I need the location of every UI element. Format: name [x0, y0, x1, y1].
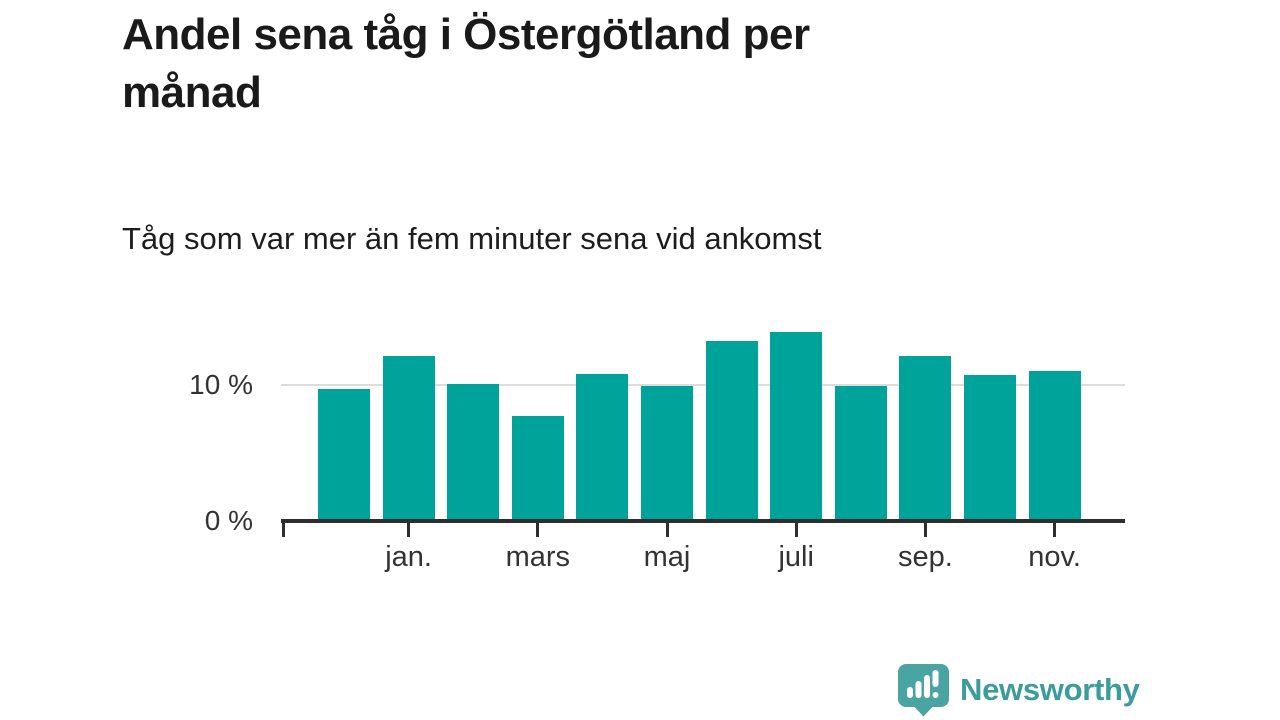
x-axis-line	[281, 519, 1125, 523]
bar-apr	[576, 374, 629, 521]
x-axis-label-nov: nov.	[1028, 541, 1081, 573]
chart-subtitle: Tåg som var mer än fem minuter sena vid …	[122, 221, 822, 256]
bar-juli	[770, 331, 823, 521]
y-axis-label-10: 10 %	[189, 369, 253, 400]
newsworthy-logo: Newsworthy	[897, 663, 1140, 717]
newsworthy-wordmark: Newsworthy	[960, 672, 1140, 707]
x-axis-tick-maj	[665, 523, 669, 537]
bar-okt	[964, 375, 1016, 521]
bar-feb	[447, 383, 500, 521]
x-axis-start-tick	[281, 523, 285, 537]
bar-sep	[899, 356, 952, 521]
x-axis-label-jan: jan.	[385, 541, 432, 573]
x-axis-label-maj: maj	[643, 541, 691, 573]
x-axis-label-mars: mars	[505, 541, 571, 573]
bar-jun	[705, 341, 758, 521]
x-axis-tick-mars	[536, 523, 540, 537]
bar-nov	[1028, 371, 1081, 521]
x-axis-label-juli: juli	[778, 541, 814, 573]
x-axis-tick-jan	[407, 523, 411, 537]
bar-dec	[318, 389, 370, 521]
bar-aug	[834, 386, 887, 521]
bar-mars	[511, 416, 564, 521]
x-axis-label-sep: sep.	[897, 541, 953, 573]
x-axis-tick-juli	[794, 523, 798, 537]
x-axis-tick-nov	[1053, 523, 1057, 537]
bar-jan	[382, 356, 435, 521]
y-axis-label-0: 0 %	[204, 505, 253, 536]
bar-maj	[641, 386, 693, 521]
newsworthy-bubble-chart-icon	[898, 664, 949, 717]
chart-title: Andel sena tåg i Östergötland per månad	[122, 10, 810, 117]
x-axis-tick-sep	[923, 523, 927, 537]
gridline-10-percent	[281, 384, 1125, 386]
